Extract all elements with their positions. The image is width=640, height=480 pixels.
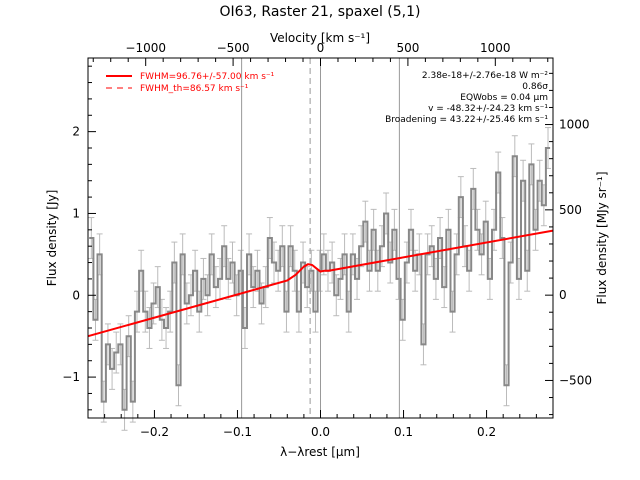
y-axis-label: Flux density [Jy] — [45, 190, 59, 287]
y2-tick-label: 1000 — [559, 118, 590, 132]
right-axis-label: Flux density [MJy sr⁻¹] — [595, 171, 609, 304]
x2-tick-label: −1000 — [125, 41, 166, 55]
x-tick-label: 0.1 — [394, 425, 413, 439]
fit-annotation: v = -48.32+/-24.23 km s⁻¹ — [428, 104, 548, 114]
y-tick-label: 1 — [72, 206, 80, 220]
fit-annotation: Broadening = 43.22+/-25.46 km s⁻¹ — [385, 115, 548, 125]
y2-tick-label: 500 — [559, 203, 582, 217]
y-tick-label: −1 — [62, 370, 80, 384]
error-bars — [88, 127, 552, 431]
chart-title: OI63, Raster 21, spaxel (5,1) — [220, 4, 421, 20]
legend-fwhm-th-label: FWHM_th=86.57 km s⁻¹ — [140, 84, 249, 94]
x2-tick-label: 1000 — [480, 41, 511, 55]
x-tick-label: −0.2 — [140, 425, 169, 439]
x-tick-label: −0.1 — [223, 425, 252, 439]
fit-annotation: EQWobs = 0.04 μm — [460, 93, 548, 103]
x-tick-label: 0.2 — [477, 425, 496, 439]
y2-tick-label: −500 — [559, 373, 592, 387]
y-tick-label: 0 — [72, 288, 80, 302]
plot-area: −0.2 −0.1 0.0 0.1 0.2 −1000 −500 0 500 1000 −1 0 1 2 −… — [62, 41, 592, 439]
fit-annotation: 2.38e-18+/-2.76e-18 W m⁻² — [422, 71, 549, 81]
legend: FWHM=96.76+/-57.00 km s⁻¹ FWHM_th=86.57 k… — [106, 72, 275, 94]
fit-line — [87, 229, 554, 338]
fit-annotation: 0.86σ — [522, 82, 548, 92]
x2-tick-label: 500 — [396, 41, 419, 55]
x2-tick-label: 0 — [317, 41, 325, 55]
top-axis-label: Velocity [km s⁻¹] — [270, 31, 370, 45]
legend-fit-label: FWHM=96.76+/-57.00 km s⁻¹ — [140, 72, 275, 82]
x2-tick-label: −500 — [217, 41, 250, 55]
x-tick-label: 0.0 — [311, 425, 330, 439]
y-tick-label: 2 — [72, 125, 80, 139]
y2-tick-label: 0 — [559, 288, 567, 302]
x-axis-label: λ−λrest [μm] — [280, 445, 360, 459]
